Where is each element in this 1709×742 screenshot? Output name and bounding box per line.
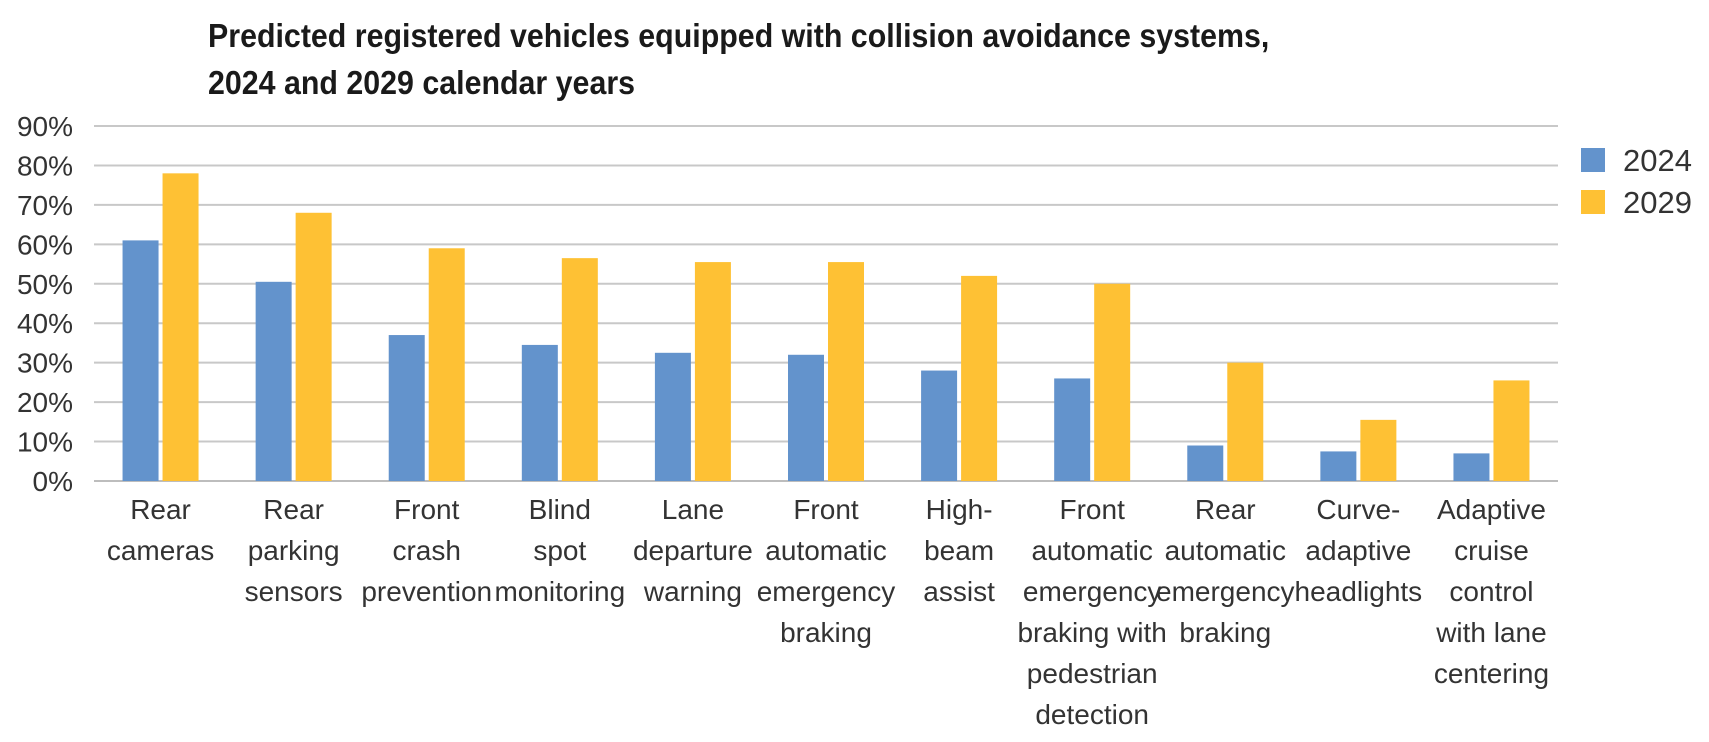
x-category-label: Rear parking sensors [245,494,343,607]
x-category-label: Curve-adaptive headlights [1295,494,1423,607]
x-category-label: Adaptive cruise control with lane centering [1434,494,1549,689]
bar-2024-10 [1453,453,1490,481]
x-category-label-line: pedestrian [1027,658,1158,689]
x-category-label-line: automatic [1031,535,1152,566]
x-category-label: Lane departure warning [633,494,753,607]
x-category-label-line: detection [1035,699,1149,730]
y-axis-ticks: 0% 10% 20% 30% 40% 50% 60% 70% 80% 90% [17,111,73,497]
x-category-label: Blind spot monitoring [494,494,625,607]
y-tick-label: 20% [17,387,73,418]
x-category-label: Front automatic emergency braking with pedes… [1017,494,1166,730]
bar-2024-1 [255,281,292,481]
x-category-label-line: braking with [1017,617,1166,648]
x-category-label-line: automatic [765,535,886,566]
bar-2029-2 [428,248,465,481]
y-tick-label: 90% [17,111,73,142]
legend-swatch-2029 [1581,190,1605,214]
bar-2029-8 [1227,362,1264,481]
y-tick-label: 10% [17,427,73,458]
bar-2024-2 [388,335,425,481]
bar-2024-7 [1054,378,1091,481]
y-tick-label: 40% [17,308,73,339]
x-category-label-line: High- [926,494,993,525]
x-category-label-line: departure [633,535,753,566]
bar-2029-4 [694,262,731,481]
grid-lines [94,125,1558,482]
x-category-label-line: braking [780,617,872,648]
x-category-label-line: assist [923,576,995,607]
y-tick-label: 50% [17,269,73,300]
x-category-label-line: crash [392,535,460,566]
x-category-label: Front automatic emergency braking [757,494,896,648]
x-category-label-line: prevention [361,576,492,607]
x-category-label-line: parking [248,535,340,566]
chart-title-line-2: 2024 and 2029 calendar years [208,64,636,101]
x-category-label-line: Rear [1195,494,1256,525]
bar-2029-5 [828,262,864,481]
x-category-label-line: spot [533,535,586,566]
x-category-label-line: warning [643,576,742,607]
bar-2024-4 [654,352,691,481]
x-category-label-line: Rear [130,494,191,525]
x-category-label-line: Front [793,494,859,525]
x-category-label-line: with lane [1435,617,1547,648]
x-category-label-line: cruise [1454,535,1529,566]
bar-2024-5 [788,354,824,481]
bar-2029-10 [1493,380,1530,481]
x-category-label-line: beam [924,535,994,566]
x-category-label: Rear automatic emergency braking [1156,494,1295,648]
x-category-label-line: adaptive [1305,535,1411,566]
x-category-label: Rear cameras [107,494,214,566]
x-category-label-line: control [1449,576,1533,607]
x-category-label-line: centering [1434,658,1549,689]
x-category-label-line: braking [1179,617,1271,648]
y-tick-label: 30% [17,348,73,379]
bar-2029-0 [162,173,199,482]
x-category-label-line: emergency [1023,576,1162,607]
y-tick-label: 80% [17,150,73,181]
x-category-label-line: emergency [757,576,896,607]
x-category-label: High-beam assist [923,494,995,607]
bar-2029-9 [1360,419,1397,481]
bar-2024-9 [1320,451,1357,481]
y-tick-label: 0% [33,466,73,497]
x-category-label-line: emergency [1156,576,1295,607]
y-tick-label: 70% [17,190,73,221]
bar-2024-6 [921,370,958,481]
x-category-label-line: Lane [662,494,724,525]
chart-title-line-1: Predicted registered vehicles equipped w… [208,17,1270,54]
x-category-label-line: Front [1060,494,1126,525]
x-axis-labels: Rear cameras Rear parking sensors Front crash p… [107,494,1549,730]
x-category-label-line: automatic [1165,535,1286,566]
legend-swatch-2024 [1581,148,1605,172]
legend: 2024 2029 [1581,143,1692,220]
legend-label-2029: 2029 [1623,185,1692,220]
x-category-label-line: Blind [529,494,591,525]
bar-2029-3 [561,258,598,481]
x-category-label-line: Rear [263,494,324,525]
x-category-label: Front crash prevention [361,494,492,607]
bar-2029-7 [1094,283,1131,481]
x-category-label-line: headlights [1295,576,1423,607]
bar-2029-1 [295,212,332,481]
x-category-label-line: sensors [245,576,343,607]
bar-2024-0 [122,240,159,481]
legend-label-2024: 2024 [1623,143,1692,178]
y-tick-label: 60% [17,229,73,260]
x-category-label-line: cameras [107,535,214,566]
bar-2024-8 [1187,445,1224,481]
x-category-label-line: Front [394,494,460,525]
bars [122,173,1530,482]
x-category-label-line: monitoring [494,576,625,607]
x-category-label-line: Adaptive [1437,494,1546,525]
x-category-label-line: Curve- [1316,494,1400,525]
bar-2024-3 [521,344,558,481]
chart-title: Predicted registered vehicles equipped w… [208,12,1404,106]
bar-2029-6 [961,275,998,481]
